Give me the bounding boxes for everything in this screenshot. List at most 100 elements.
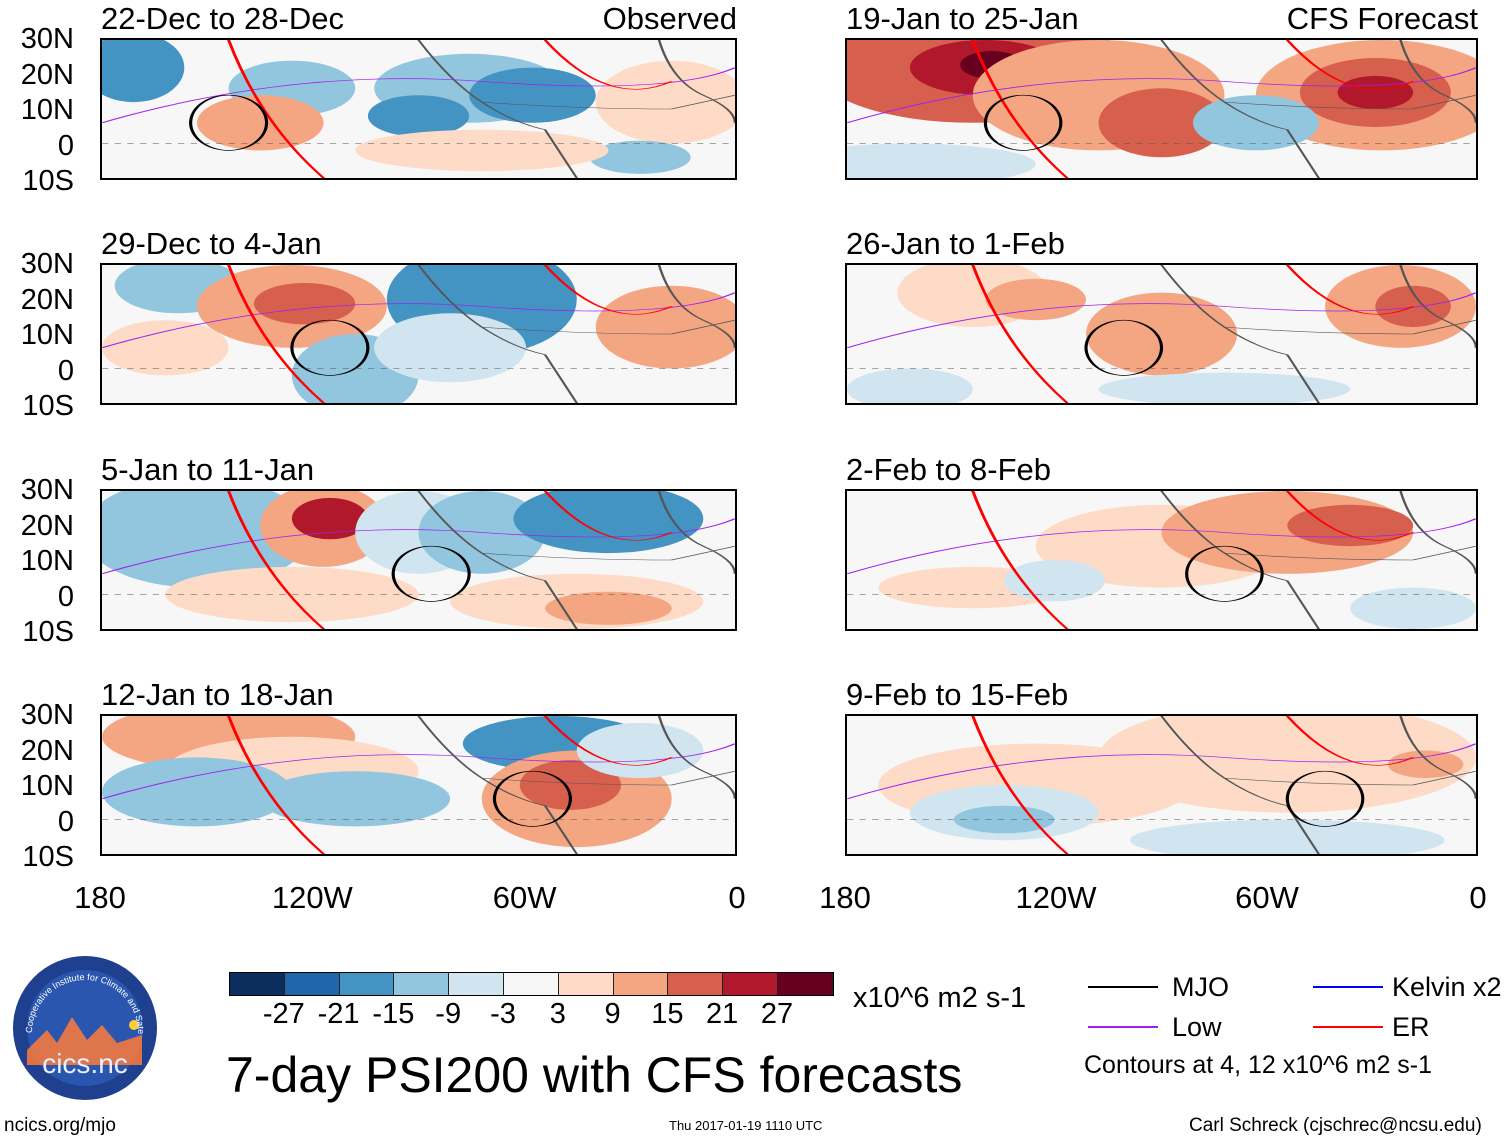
psi-anomaly-shading: [847, 368, 973, 403]
map-panel: [845, 263, 1478, 405]
longitude-label: 180: [74, 880, 126, 915]
contour-low: [102, 743, 735, 800]
colorbar-tick-label: -9: [435, 998, 462, 1030]
contour-er: [971, 716, 1415, 854]
colorbar-units: x10^6 m2 s-1: [853, 982, 1027, 1014]
latitude-label: 30N: [20, 23, 74, 55]
colorbar-tick-label: -27: [262, 998, 305, 1030]
map-panel: [100, 263, 737, 405]
contour-mjo: [492, 770, 573, 827]
map-panel: [100, 714, 737, 856]
psi-anomaly-shading: [355, 129, 609, 172]
colorbar-bin: [613, 973, 669, 995]
contour-er: [227, 491, 674, 629]
legend-label-er: ER: [1392, 1012, 1430, 1042]
latitude-label: 10N: [20, 545, 74, 577]
latitude-label: 30N: [20, 474, 74, 506]
footer-timestamp: Thu 2017-01-19 1110 UTC: [669, 1118, 823, 1133]
psi-anomaly-shading: [260, 771, 451, 827]
latitude-label: 10S: [22, 841, 74, 873]
coastline: [417, 265, 735, 403]
latitude-label: 0: [57, 805, 74, 838]
panel-title: 19-Jan to 25-Jan: [846, 1, 1079, 36]
psi-anomaly-shading: [102, 757, 292, 827]
contour-mjo: [1185, 545, 1264, 602]
psi-anomaly-shading: [847, 143, 1036, 178]
colorbar-bin: [777, 973, 833, 995]
contour-er: [971, 265, 1415, 403]
colorbar: [229, 972, 834, 996]
colorbar-tick-label: 9: [604, 998, 621, 1030]
colorbar-tick-label: 15: [651, 998, 684, 1030]
colorbar-bin: [723, 973, 778, 995]
panel-source-label: CFS Forecast: [1286, 1, 1478, 36]
latitude-label: 20N: [20, 509, 74, 542]
contour-low: [102, 67, 735, 124]
legend-line-er: [1313, 1026, 1383, 1028]
latitude-label: 0: [57, 354, 74, 387]
psi-anomaly-shading: [1098, 88, 1225, 158]
psi-anomaly-shading: [469, 67, 596, 123]
psi-anomaly-shading: [595, 285, 735, 369]
panel-title: 5-Jan to 11-Jan: [101, 452, 315, 487]
colorbar-bin: [449, 973, 504, 995]
panel-title: 22-Dec to 28-Dec: [101, 1, 344, 36]
colorbar-bin: [558, 973, 614, 995]
latitude-label: 20N: [20, 58, 74, 91]
psi-anomaly-shading: [1287, 504, 1414, 547]
panel-title: 12-Jan to 18-Jan: [101, 677, 334, 712]
psi-anomaly-shading: [953, 805, 1055, 834]
longitude-label: 180: [819, 880, 871, 915]
legend-line-mjo: [1088, 986, 1158, 988]
panel-title: 2-Feb to 8-Feb: [846, 452, 1052, 487]
contour-er: [227, 40, 674, 178]
panel-title: 26-Jan to 1-Feb: [846, 226, 1065, 261]
panel-source-label: Observed: [602, 1, 737, 36]
svg-text:cics.nc: cics.nc: [42, 1048, 128, 1079]
contour-mjo: [1285, 770, 1365, 827]
latitude-label: 30N: [20, 699, 74, 731]
contour-er: [971, 491, 1415, 629]
legend-line-low: [1088, 1026, 1158, 1028]
latitude-label: 10N: [20, 770, 74, 802]
colorbar-bin: [394, 973, 450, 995]
psi-anomaly-shading: [1130, 819, 1445, 854]
contour-mjo: [391, 545, 471, 602]
cics-logo: Cooperative Institute for Climate and Sa…: [9, 947, 158, 1101]
contour-mjo: [189, 94, 269, 151]
contour-er: [971, 40, 1415, 178]
coastline: [1160, 716, 1476, 854]
latitude-label: 10S: [22, 616, 74, 648]
panel-title: 29-Dec to 4-Jan: [101, 226, 322, 261]
psi-anomaly-shading: [1098, 372, 1351, 403]
coastline: [1160, 40, 1476, 178]
legend-label-mjo: MJO: [1172, 972, 1229, 1002]
latitude-label: 10N: [20, 94, 74, 126]
legend-line-kelvin: [1313, 986, 1383, 988]
longitude-label: 120W: [271, 880, 353, 915]
psi-anomaly-shading: [196, 95, 324, 151]
contour-low: [102, 518, 735, 575]
map-panel: [845, 38, 1478, 180]
legend-label-kelvin: Kelvin x2: [1392, 972, 1502, 1002]
colorbar-bin: [339, 973, 395, 995]
colorbar-tick-label: 27: [760, 998, 794, 1030]
map-panel: [845, 714, 1478, 856]
colorbar-bin: [668, 973, 724, 995]
latitude-label: 20N: [20, 734, 74, 767]
psi-anomaly-shading: [985, 278, 1087, 321]
contour-mjo: [983, 94, 1063, 151]
psi-anomaly-shading: [102, 491, 311, 588]
longitude-label: 0: [1469, 880, 1487, 915]
psi-anomaly-shading: [1098, 716, 1476, 813]
map-panel: [100, 489, 737, 631]
psi-anomaly-shading: [589, 140, 691, 174]
psi-anomaly-shading: [165, 566, 419, 623]
psi-anomaly-shading: [1387, 750, 1464, 779]
coastline: [417, 491, 735, 629]
footer-url[interactable]: ncics.org/mjo: [4, 1115, 116, 1136]
latitude-label: 0: [57, 129, 74, 162]
colorbar-bin: [284, 973, 340, 995]
colorbar-bin: [503, 973, 559, 995]
